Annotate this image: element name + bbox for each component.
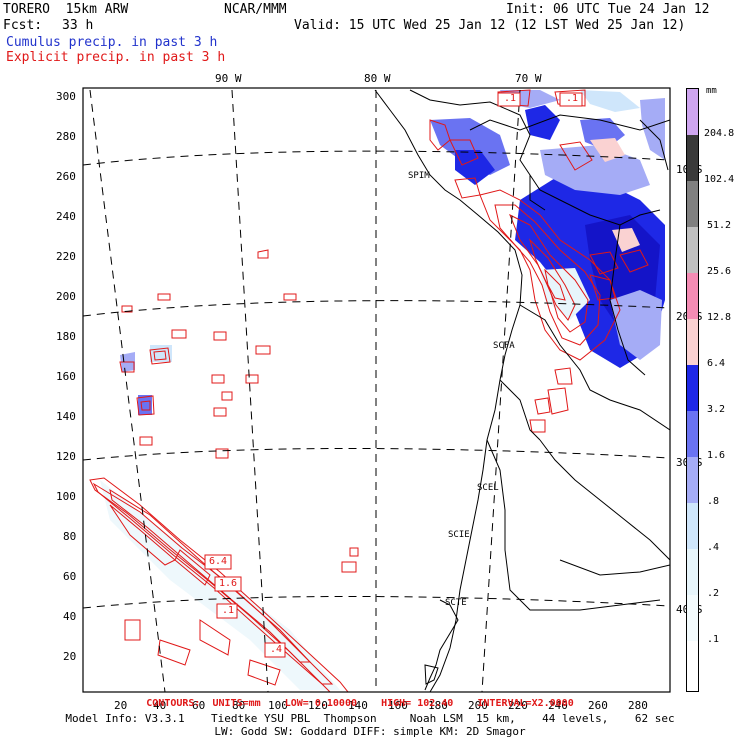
- x-tick-label: 200: [468, 699, 488, 712]
- lat-label: 30 S: [676, 456, 703, 469]
- forecast-value: 33 h: [62, 18, 94, 33]
- colorbar-level: .4: [707, 542, 720, 553]
- colorbar-swatch: [687, 89, 698, 135]
- station-label: SCIE: [448, 530, 470, 540]
- colorbar-swatch: [687, 273, 698, 319]
- explicit-precip-contours: [89, 89, 649, 692]
- x-tick-label: 120: [308, 699, 328, 712]
- colorbar-level: 204.8: [704, 128, 735, 139]
- y-tick-label: 140: [56, 410, 76, 423]
- x-tick-label: 240: [548, 699, 568, 712]
- colorbar-swatch: [687, 503, 698, 549]
- y-tick-label: 100: [56, 490, 76, 503]
- lat-lon-grid: [83, 89, 670, 692]
- colorbar-swatch: [687, 641, 698, 687]
- x-tick-label: 180: [428, 699, 448, 712]
- y-tick-label: 240: [56, 210, 76, 223]
- colorbar-level: .2: [707, 588, 720, 599]
- colorbar-swatch: [687, 181, 698, 227]
- lon-label: 70 W: [515, 72, 542, 85]
- colorbar-level: .8: [707, 496, 720, 507]
- lat-label: 20 S: [676, 310, 703, 323]
- explicit-title: Explicit precip. in past 3 h: [6, 50, 226, 65]
- init-time: Init: 06 UTC Tue 24 Jan 12: [506, 2, 710, 17]
- x-tick-label: 280: [628, 699, 648, 712]
- y-tick-label: 260: [56, 170, 76, 183]
- contour-tag: .4: [270, 644, 283, 655]
- y-tick-label: 40: [63, 610, 77, 623]
- x-tick-label: 40: [153, 699, 167, 712]
- x-tick-label: 260: [588, 699, 608, 712]
- lat-label: 40 S: [676, 603, 703, 616]
- x-tick-label: 140: [348, 699, 368, 712]
- valid-time: Valid: 15 UTC Wed 25 Jan 12 (12 LST Wed …: [294, 18, 686, 33]
- colorbar-level: 3.2: [707, 404, 726, 415]
- y-tick-label: 300: [56, 90, 76, 103]
- y-tick-label: 220: [56, 250, 76, 263]
- colorbar-level: 25.6: [707, 266, 732, 277]
- model-physics: LW: Godd SW: Goddard DIFF: simple KM: 2D…: [214, 725, 526, 738]
- y-tick-label: 280: [56, 130, 76, 143]
- x-tick-label: 220: [508, 699, 528, 712]
- colorbar-level: 51.2: [707, 220, 732, 231]
- colorbar-swatch: [687, 595, 698, 641]
- colorbar: [686, 88, 699, 692]
- colorbar-level: .1: [707, 634, 720, 645]
- contour-tag: .1: [504, 93, 517, 104]
- model-info: Model Info: V3.3.1 Tiedtke YSU PBL Thomp…: [65, 712, 675, 725]
- contour-tag: .1: [222, 605, 235, 616]
- forecast-label: Fcst:: [3, 18, 43, 33]
- colorbar-swatch: [687, 365, 698, 411]
- colorbar-level: 12.8: [707, 312, 732, 323]
- colorbar-level: 102.4: [704, 174, 735, 185]
- x-tick-label: 80: [232, 699, 246, 712]
- lon-label: 90 W: [215, 72, 242, 85]
- coastline: [374, 89, 670, 692]
- colorbar-swatch: [687, 411, 698, 457]
- station-label: SCEL: [477, 483, 499, 493]
- y-tick-label: 180: [56, 330, 76, 343]
- cumulus-title: Cumulus precip. in past 3 h: [6, 35, 218, 50]
- y-tick-label: 200: [56, 290, 76, 303]
- y-tick-label: 20: [63, 650, 77, 663]
- y-tick-label: 160: [56, 370, 76, 383]
- y-tick-label: 120: [56, 450, 76, 463]
- x-tick-label: 60: [192, 699, 206, 712]
- colorbar-level: 6.4: [707, 358, 726, 369]
- map-frame: [82, 87, 671, 693]
- y-tick-label: 60: [63, 570, 77, 583]
- x-tick-label: 100: [268, 699, 288, 712]
- colorbar-swatch: [687, 549, 698, 595]
- contour-tag: 6.4: [209, 556, 228, 567]
- contour-tag: .1: [566, 93, 579, 104]
- colorbar-swatch: [687, 457, 698, 503]
- colorbar-swatch: [687, 319, 698, 365]
- colorbar-level: 1.6: [707, 450, 726, 461]
- colorbar-swatch: [687, 135, 698, 181]
- lat-label: 10 S: [676, 163, 703, 176]
- station-label: SPIM: [408, 171, 430, 181]
- contour-tags: [204, 92, 583, 658]
- contour-tag: 1.6: [219, 578, 238, 589]
- contours-info: CONTOURS: UNITS=mm LOW= 0.10000 HIGH= 10…: [146, 698, 574, 709]
- station-label: SCFA: [493, 341, 515, 351]
- model-title: TORERO 15km ARW: [3, 2, 129, 17]
- x-tick-label: 160: [388, 699, 408, 712]
- colorbar-unit: mm: [706, 86, 717, 96]
- station-label: SCTE: [445, 598, 467, 608]
- lon-label: 80 W: [364, 72, 391, 85]
- x-tick-label: 20: [114, 699, 128, 712]
- colorbar-swatch: [687, 227, 698, 273]
- y-tick-label: 80: [63, 530, 77, 543]
- center-title: NCAR/MMM: [224, 2, 287, 17]
